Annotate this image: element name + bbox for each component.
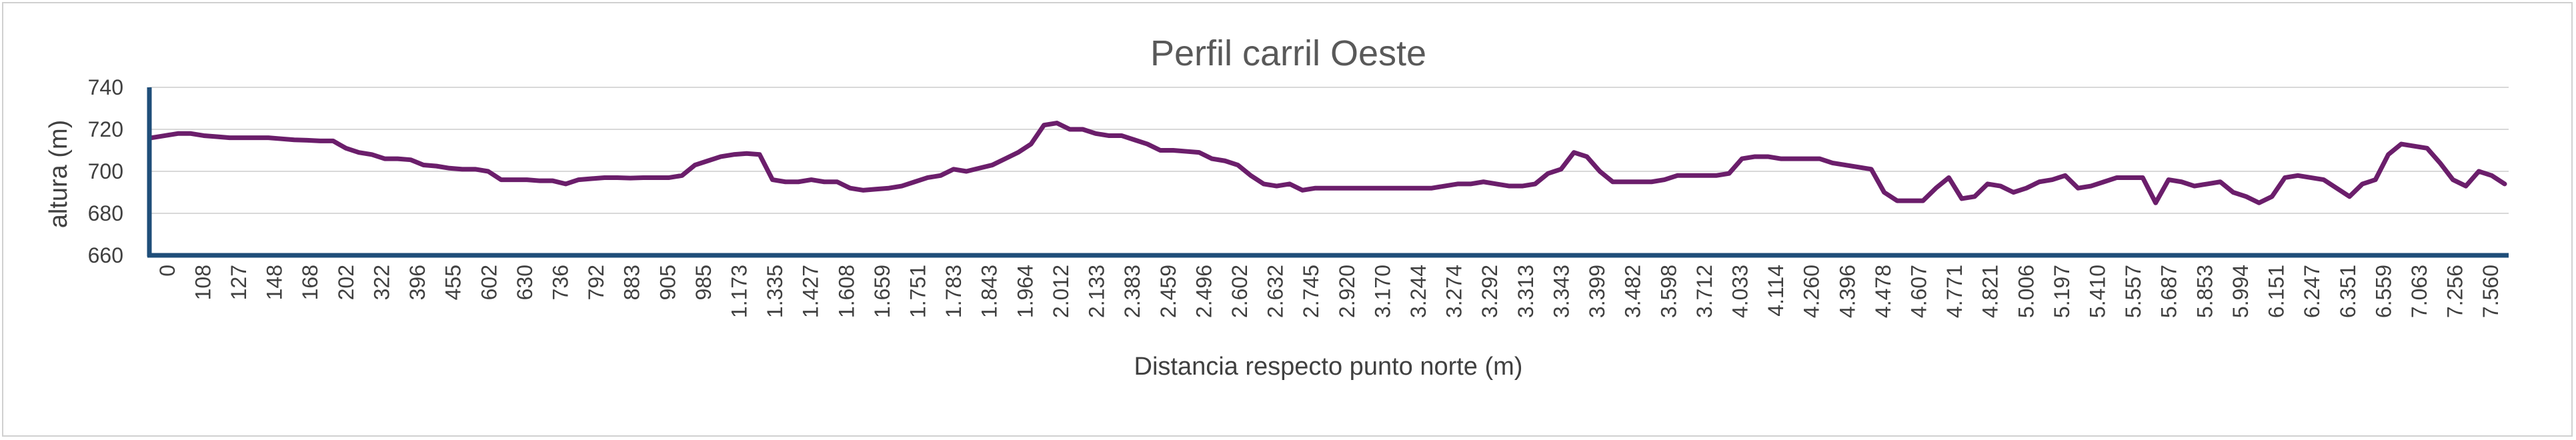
- x-tick-label: 5.006: [2014, 265, 2038, 318]
- y-tick-label: 720: [88, 117, 123, 141]
- x-tick-label: 1.608: [834, 265, 858, 318]
- x-tick-label: 5.687: [2157, 265, 2181, 318]
- x-tick-label: 905: [656, 265, 680, 300]
- y-axis-title: altura (m): [45, 120, 73, 229]
- x-tick-label: 5.197: [2050, 265, 2074, 318]
- x-tick-label: 4.260: [1800, 265, 1824, 318]
- x-tick-label: 4.771: [1943, 265, 1967, 318]
- chart-title: Perfil carril Oeste: [1150, 33, 1426, 73]
- x-tick-label: 148: [263, 265, 287, 300]
- x-tick-label: 6.247: [2300, 265, 2324, 318]
- y-tick-label: 740: [88, 75, 123, 99]
- x-axis-ticks: 0 108 127 148 168 202 322 396 455 602 630 736 792 883…: [155, 265, 2503, 318]
- series-line: [149, 121, 2507, 205]
- x-tick-label: 3.712: [1692, 265, 1716, 318]
- x-tick-label: 4.607: [1907, 265, 1931, 318]
- y-axis-ticks: 660 680 700 720 740: [88, 75, 123, 267]
- x-tick-label: 3.482: [1621, 265, 1645, 318]
- y-tick-label: 700: [88, 159, 123, 183]
- x-tick-label: 2.920: [1335, 265, 1359, 318]
- x-tick-label: 2.602: [1228, 265, 1252, 318]
- series-layer: [149, 121, 2507, 205]
- x-tick-label: 322: [369, 265, 393, 300]
- x-tick-label: 1.964: [1013, 265, 1037, 318]
- x-tick-label: 2.496: [1192, 265, 1216, 318]
- x-tick-label: 985: [692, 265, 716, 300]
- x-tick-label: 3.399: [1585, 265, 1609, 318]
- x-tick-label: 108: [191, 265, 215, 300]
- x-tick-label: 0: [155, 265, 179, 277]
- x-tick-label: 3.313: [1514, 265, 1538, 318]
- x-tick-label: 4.114: [1764, 265, 1788, 317]
- y-tick-label: 660: [88, 243, 123, 267]
- x-tick-label: 630: [513, 265, 537, 300]
- x-tick-label: 7.063: [2407, 265, 2431, 318]
- x-tick-label: 3.170: [1370, 265, 1394, 318]
- x-tick-label: 4.478: [1871, 265, 1895, 318]
- x-tick-label: 1.751: [906, 265, 930, 318]
- x-tick-label: 1.843: [978, 265, 1002, 318]
- x-tick-label: 736: [548, 265, 572, 300]
- x-tick-label: 2.133: [1085, 265, 1109, 318]
- x-tick-label: 455: [441, 265, 465, 300]
- x-tick-label: 6.351: [2336, 265, 2360, 318]
- x-tick-label: 3.292: [1478, 265, 1502, 318]
- x-axis-title: Distancia respecto punto norte (m): [1134, 353, 1523, 381]
- x-tick-label: 6.151: [2265, 265, 2289, 318]
- x-tick-label: 6.559: [2371, 265, 2395, 318]
- x-tick-label: 2.383: [1120, 265, 1144, 318]
- x-tick-label: 2.012: [1049, 265, 1073, 318]
- x-tick-label: 4.033: [1728, 265, 1752, 318]
- x-tick-label: 1.783: [942, 265, 966, 318]
- x-tick-label: 4.821: [1979, 265, 2003, 318]
- gridlines: [149, 87, 2509, 214]
- y-tick-label: 680: [88, 201, 123, 225]
- x-tick-label: 5.994: [2229, 265, 2253, 318]
- x-tick-label: 3.274: [1442, 265, 1466, 318]
- x-tick-label: 1.427: [799, 265, 823, 318]
- x-tick-label: 883: [620, 265, 644, 300]
- x-tick-label: 1.659: [870, 265, 894, 318]
- line-chart: Perfil carril Oeste 660 680 700 720 740 0 108…: [45, 33, 2509, 381]
- x-tick-label: 3.244: [1406, 265, 1430, 318]
- x-tick-label: 168: [298, 265, 322, 300]
- x-tick-label: 2.745: [1299, 265, 1323, 318]
- x-tick-label: 3.343: [1549, 265, 1573, 318]
- x-tick-label: 5.557: [2121, 265, 2145, 318]
- x-tick-label: 202: [334, 265, 358, 300]
- x-tick-label: 127: [227, 265, 251, 300]
- x-tick-label: 3.598: [1656, 265, 1680, 318]
- x-tick-label: 7.256: [2443, 265, 2467, 318]
- x-tick-label: 2.632: [1264, 265, 1288, 318]
- x-tick-label: 5.410: [2086, 265, 2110, 318]
- x-tick-label: 602: [477, 265, 501, 300]
- x-tick-label: 792: [584, 265, 608, 300]
- x-tick-label: 4.396: [1835, 265, 1859, 318]
- x-tick-label: 1.335: [763, 265, 787, 318]
- x-tick-label: 1.173: [728, 265, 752, 318]
- x-tick-label: 2.459: [1156, 265, 1180, 318]
- x-tick-label: 396: [405, 265, 429, 300]
- x-tick-label: 7.560: [2479, 265, 2503, 318]
- x-tick-label: 5.853: [2193, 265, 2217, 318]
